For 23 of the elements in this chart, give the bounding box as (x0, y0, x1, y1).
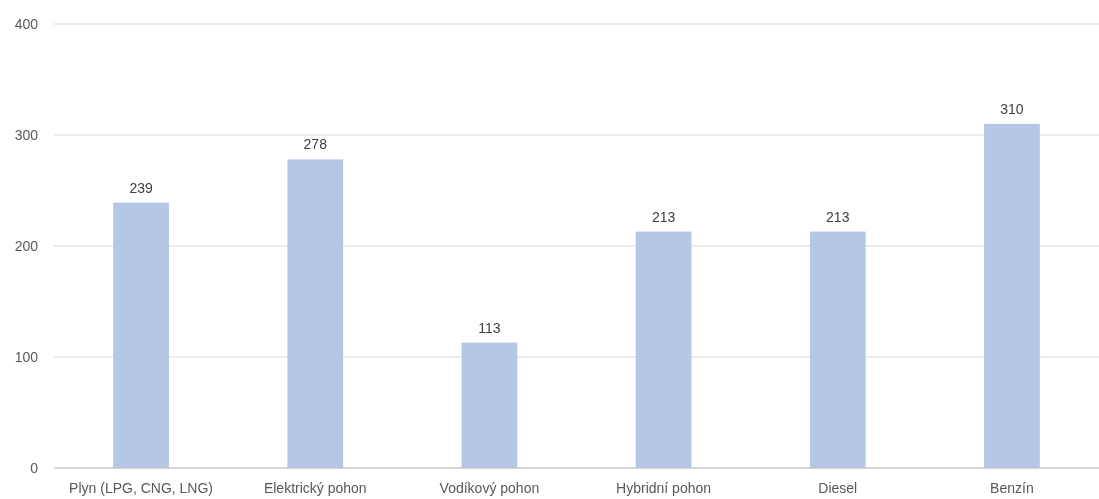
x-tick-label: Elektrický pohon (263, 480, 367, 496)
bar (984, 123, 1040, 468)
y-tick-label: 300 (14, 126, 39, 143)
x-tick-label: Diesel (818, 480, 858, 496)
data-label: 213 (651, 208, 676, 225)
bar (635, 231, 692, 468)
y-tick-label: 400 (14, 15, 39, 32)
y-tick-label: 100 (14, 348, 39, 365)
bar (809, 231, 866, 468)
data-label: 113 (478, 319, 501, 336)
data-label: 239 (129, 179, 153, 196)
x-tick-label: Vodíkový pohon (439, 480, 540, 496)
x-tick-label: Hybridní pohon (616, 480, 712, 496)
data-label: 213 (826, 208, 850, 225)
bar (113, 202, 169, 468)
bar (461, 342, 518, 468)
y-tick-label: 0 (30, 459, 39, 476)
data-label: 310 (1000, 100, 1024, 117)
x-tick-label: Benzín (990, 480, 1034, 496)
bar (287, 159, 344, 468)
y-tick-label: 200 (14, 237, 39, 254)
data-label: 278 (303, 136, 328, 153)
x-tick-label: Plyn (LPG, CNG, LNG) (69, 480, 214, 496)
